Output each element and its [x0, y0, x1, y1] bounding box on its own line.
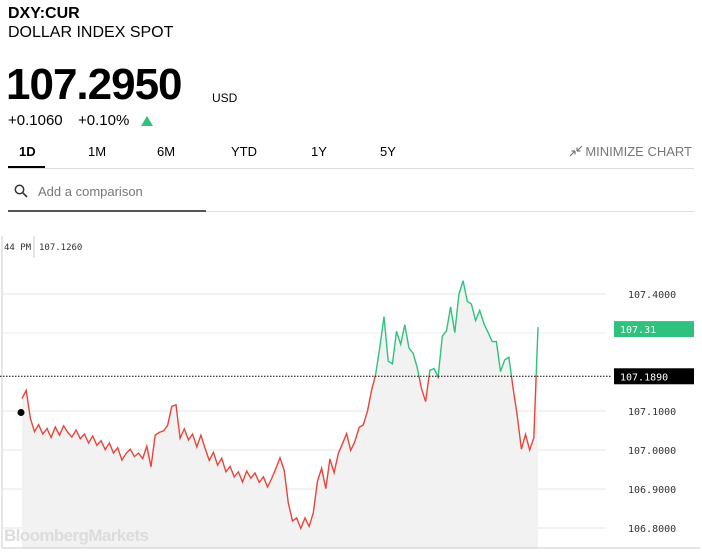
y-tick-label: 106.9000 — [628, 485, 676, 496]
minimize-arrows-icon — [569, 145, 583, 157]
comparison-divider — [206, 211, 694, 212]
price-chart[interactable]: 106.8000 106.9000 107.0000 107.1000 107.4000… — [0, 230, 702, 555]
search-icon — [14, 184, 28, 198]
minimize-chart-button[interactable]: MINIMIZE CHART — [569, 144, 692, 160]
y-tick-label: 107.4000 — [628, 290, 676, 301]
y-tick-label: 107.1000 — [628, 407, 676, 418]
comparison-input-underline — [8, 210, 206, 212]
price-line-above — [374, 280, 539, 377]
instrument-name: DOLLAR INDEX SPOT — [8, 24, 174, 41]
minimize-chart-label: MINIMIZE CHART — [585, 144, 692, 159]
series-start-dot — [17, 409, 25, 417]
last-price-badge — [614, 321, 694, 338]
currency-label: USD — [212, 91, 238, 105]
tab-5y[interactable]: 5Y — [380, 144, 396, 159]
triangle-up-icon — [141, 116, 153, 126]
last-price-badge-label: 107.31 — [620, 325, 656, 336]
bloomberg-markets-watermark: BloombergMarkets — [4, 526, 149, 545]
tab-1m[interactable]: 1M — [88, 144, 107, 159]
price-area — [22, 280, 538, 548]
tab-ytd[interactable]: YTD — [231, 144, 257, 159]
price-line-below — [21, 376, 537, 531]
crosshair-value-label: 107.1260 — [39, 243, 82, 253]
crosshair-time-label: 44 PM — [4, 243, 32, 253]
tabs-divider — [8, 168, 694, 169]
comparison-search-input[interactable] — [38, 180, 203, 202]
ticker-symbol: DXY:CUR — [8, 5, 80, 22]
active-tab-indicator — [8, 166, 45, 169]
percent-change: +0.10% — [78, 112, 130, 129]
tab-1y[interactable]: 1Y — [311, 144, 327, 159]
tab-1d[interactable]: 1D — [19, 144, 36, 159]
tab-6m[interactable]: 6M — [157, 144, 176, 159]
previous-close-badge — [614, 368, 694, 385]
previous-close-badge-label: 107.1890 — [620, 372, 668, 383]
y-tick-label: 107.0000 — [628, 446, 676, 457]
last-price: 107.2950 — [6, 60, 183, 109]
y-tick-label: 106.8000 — [628, 524, 676, 535]
price-change: +0.1060 — [8, 112, 63, 129]
